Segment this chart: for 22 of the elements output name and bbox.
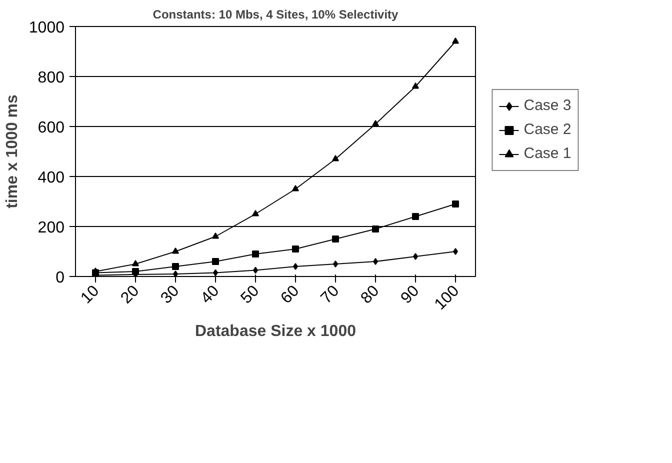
x-tick-label: 60 xyxy=(278,282,303,308)
legend-label: Case 3 xyxy=(524,97,572,114)
y-tick-label: 1000 xyxy=(28,20,65,36)
legend-label: Case 1 xyxy=(524,145,572,162)
x-tick-label: 30 xyxy=(158,282,183,308)
x-tick-label: 90 xyxy=(398,282,423,308)
y-tick-label: 200 xyxy=(38,220,65,236)
x-tick-label: 80 xyxy=(358,282,383,308)
x-tick-label: 50 xyxy=(238,282,263,308)
chart-title: Constants: 10 Mbs, 4 Sites, 10% Selectivity xyxy=(152,8,399,22)
x-tick-label: 10 xyxy=(78,282,103,308)
y-tick-label: 800 xyxy=(38,70,65,86)
legend-label: Case 2 xyxy=(524,121,572,138)
x-tick-label: 40 xyxy=(198,282,223,308)
x-tick-label: 70 xyxy=(318,282,343,308)
y-tick-label: 0 xyxy=(56,270,65,286)
y-tick-label: 600 xyxy=(38,120,65,136)
y-tick-label: 400 xyxy=(38,170,65,186)
x-tick-label: 100 xyxy=(432,282,463,314)
x-tick-label: 20 xyxy=(118,282,143,308)
x-axis-title: Database Size x 1000 xyxy=(195,322,356,340)
y-axis-title: time x 1000 ms xyxy=(4,94,21,208)
